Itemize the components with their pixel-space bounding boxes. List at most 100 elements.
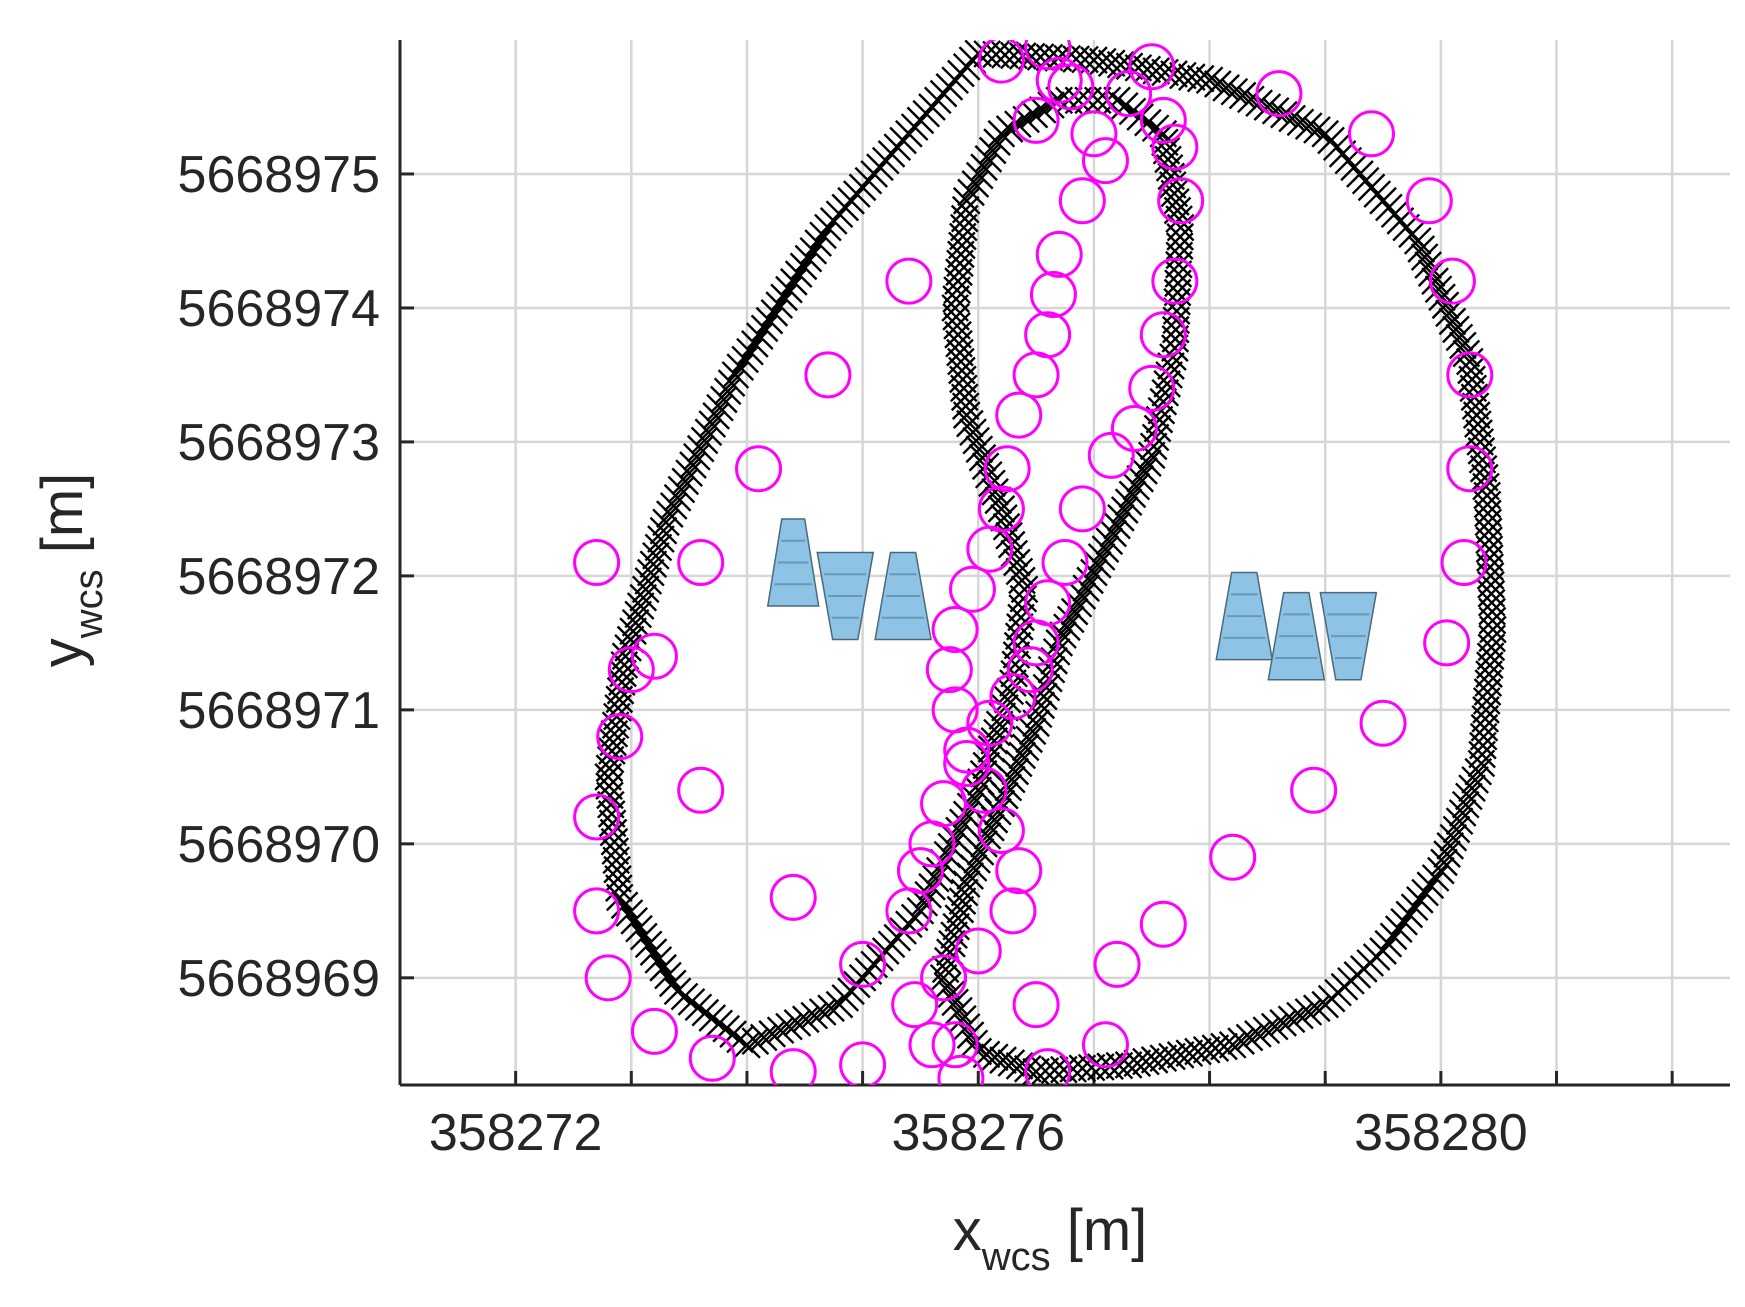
trajectory-x-marker (1410, 243, 1439, 271)
trajectory-x-stroke (949, 213, 978, 242)
trajectory-x-stroke (910, 888, 939, 917)
trajectory-x-stroke (1149, 1044, 1178, 1073)
trajectory-x-marker (1107, 503, 1135, 532)
trajectory-x-stroke (1416, 871, 1445, 900)
trajectory-x-marker (1212, 73, 1240, 102)
trajectory-x-marker (1269, 1009, 1298, 1037)
keyframe-circle (1128, 43, 1176, 91)
trajectory-x-stroke (644, 533, 673, 562)
trajectory-x-marker (1457, 356, 1485, 385)
y-axis-label: ywcs [m] (30, 473, 111, 668)
keyframe-circle (977, 40, 1025, 84)
trajectory-x-stroke (1286, 1001, 1314, 1030)
trajectory-x-stroke (791, 1005, 820, 1034)
trajectory-x-marker (974, 145, 1003, 173)
trajectory-x-marker (956, 1021, 985, 1049)
trajectory-x-marker (941, 988, 969, 1017)
trajectory-x-marker (1436, 832, 1465, 860)
trajectory-x-marker (931, 955, 960, 984)
trajectory-x-marker (675, 459, 703, 488)
trajectory-x-stroke (745, 322, 774, 351)
trajectory-x-marker (1004, 749, 1033, 778)
trajectory-x-stroke (1472, 696, 1500, 724)
trajectory-x-marker (1005, 557, 1034, 586)
trajectory-x-marker (989, 1046, 1017, 1074)
trajectory-x-marker (1130, 457, 1158, 485)
y-tick-label: 5668975 (178, 146, 380, 204)
trajectory-x-stroke (1000, 539, 1029, 568)
trajectory-x-stroke (1427, 856, 1455, 885)
trajectory-x-stroke (799, 236, 828, 265)
trajectory-x-stroke (1107, 503, 1135, 532)
trajectory-x-marker (937, 980, 966, 1009)
trajectory-x-stroke (731, 345, 759, 374)
x-axis-label-main: x (953, 1198, 982, 1263)
trajectory-x-stroke (1302, 994, 1331, 1023)
trajectory-x-stroke (1153, 370, 1182, 398)
trajectory-x-stroke (956, 409, 984, 438)
trajectory-x-marker (1203, 70, 1232, 98)
keyframe-circle (1151, 123, 1199, 171)
trajectory-x-stroke (980, 805, 1009, 834)
trajectory-x-stroke (1260, 1012, 1289, 1041)
trajectory-x-stroke (933, 972, 962, 1000)
trajectory-x-marker (713, 377, 742, 406)
trajectory-x-stroke (1018, 717, 1047, 746)
trajectory-x-marker (1020, 100, 1049, 129)
trajectory-x-marker (952, 870, 981, 898)
trajectory-x-marker (706, 393, 734, 422)
trajectory-x-stroke (634, 567, 663, 595)
x-tick-label: 358276 (891, 1104, 1065, 1162)
trajectory-x-marker (1099, 519, 1128, 548)
keyframe-circle (954, 927, 1002, 975)
trajectory-x-marker (1464, 757, 1493, 786)
trajectory-x-marker (1294, 112, 1323, 140)
trajectory-x-marker (948, 1004, 977, 1033)
trajectory-x-stroke (1123, 1049, 1152, 1078)
trajectory-x-stroke (600, 719, 629, 748)
trajectory-x-marker (1137, 441, 1166, 470)
trajectory-x-marker (1177, 63, 1206, 91)
trajectory-x-marker (987, 119, 1016, 148)
trajectory-x-marker (1091, 535, 1120, 563)
keyframe-circle (1012, 981, 1060, 1029)
trajectory-x-stroke (1105, 1051, 1134, 1080)
trajectory-x-stroke (639, 938, 668, 966)
trajectory-x-marker (1027, 691, 1056, 720)
trajectory-x-marker (1438, 307, 1467, 336)
keyframe-circle (1139, 900, 1187, 948)
trajectory-x-stroke (974, 460, 1003, 489)
trajectory-x-stroke (1165, 250, 1193, 279)
keyframe-circle (977, 806, 1025, 854)
trajectory-x-stroke (948, 887, 977, 915)
trajectory-x-stroke (1122, 472, 1151, 501)
y-axis-label-unit: [m] (30, 473, 95, 570)
trajectory-x-stroke (649, 953, 677, 982)
trajectory-x-stroke (989, 1046, 1017, 1074)
trajectory-x-stroke (804, 229, 833, 257)
trajectory-x-marker (1192, 1035, 1221, 1064)
trajectory-x-marker (1110, 496, 1139, 524)
keyframe-circle (1139, 311, 1187, 359)
trajectory-x-stroke (1379, 922, 1408, 951)
trajectory-x-marker (1294, 998, 1323, 1026)
trajectory-x-marker (974, 460, 1003, 489)
trajectory-x-stroke (993, 685, 1022, 714)
trajectory-x-marker (1018, 717, 1047, 746)
trajectory-x-stroke (1165, 205, 1193, 233)
trajectory-x-stroke (1177, 63, 1206, 91)
trajectory-x-stroke (952, 800, 981, 829)
trajectory-x-marker (925, 856, 954, 885)
trajectory-x-marker (726, 353, 755, 382)
trajectory-x-stroke (1467, 749, 1496, 778)
trajectory-x-marker (1395, 900, 1424, 929)
trajectory-x-stroke (1400, 893, 1429, 922)
trajectory-x-marker (980, 1043, 1009, 1072)
trajectory-x-stroke (956, 862, 985, 890)
trajectory-x-stroke (1175, 1039, 1204, 1068)
trajectory-x-stroke (1228, 81, 1257, 110)
keyframe-circle (1440, 539, 1488, 586)
trajectory-x-stroke (620, 907, 649, 935)
trajectory-x-stroke (1103, 511, 1131, 540)
trajectory-x-stroke (1390, 907, 1418, 936)
